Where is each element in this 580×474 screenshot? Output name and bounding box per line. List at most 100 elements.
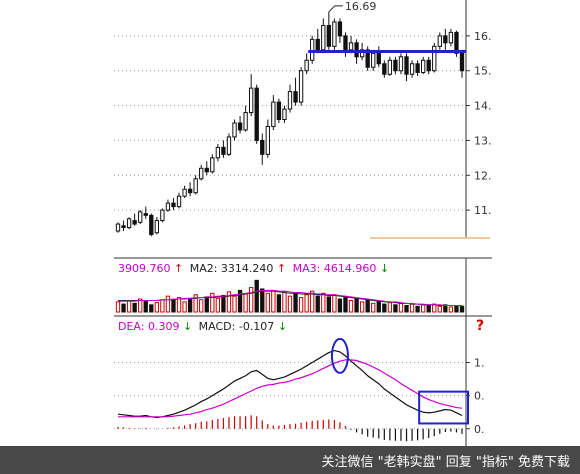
candle-down [459,52,465,72]
volume-bar [359,301,365,313]
volume-bar [398,302,404,313]
volume-bar [287,295,293,313]
volume-bar [237,289,243,313]
volume-bar [343,297,348,313]
candle-up [215,146,221,159]
volume-bar [271,289,276,313]
macd-grid [114,362,470,430]
volume-bar [293,292,298,313]
volume-bar [248,287,254,313]
macd-legend-dea-arrow: ↓ [183,320,192,333]
peak-annotation: 16.69 [328,0,377,13]
volume-bar [348,299,354,313]
macd-tick-label: 0. [474,423,485,436]
top-cross-highlight [330,337,349,374]
macd-legend: DEA: 0.309 ↓ MACD: -0.107 ↓ [118,320,287,333]
candle-up [304,59,309,72]
volume-bar [138,298,143,313]
volume-bar [337,298,343,313]
candle-up [265,125,270,155]
volume-bar [426,305,431,313]
volume-bar [443,304,448,313]
candle-up [138,211,143,223]
candle-up [437,35,442,47]
candle-up [126,218,132,229]
candle-down [204,167,209,173]
volume-bar [298,297,304,313]
volume-bar [365,299,370,313]
candle-up [176,195,182,208]
volume-legend: 3909.760 ↑ MA2: 3314.240 ↑ MA3: 4614.960… [118,262,389,275]
candle-down [343,35,348,51]
price-tick-label: 14. [474,100,492,113]
volume-bar [310,290,315,313]
candle-down [376,52,381,65]
candle-up [332,21,337,47]
volume-bar [221,294,226,313]
candles [115,11,465,237]
candle-down [354,42,359,58]
candle-up [348,42,354,51]
volume-bar [182,301,187,313]
volume-bar [232,295,237,313]
volume-bar [143,300,148,313]
candle-up [359,49,365,58]
candle-up [409,63,415,75]
candle-up [193,178,198,194]
volume-bar [459,305,465,313]
candle-up [387,59,393,75]
volume-bar [243,293,248,313]
volume-bar [315,295,320,313]
volume-bar [149,304,154,313]
price-tick-label: 13. [474,134,492,147]
volume-bar [260,288,265,313]
volume-bar [371,302,376,313]
peak-leader-line [328,5,343,13]
volume-bar [193,294,198,313]
volume-bar [154,302,160,313]
volume-bar [160,299,165,313]
volume-bar [176,297,182,313]
volume-legend-ma2-arrow: ↑ [277,262,286,275]
candle-up [199,167,204,180]
candle-up [310,38,315,61]
candle-down [221,146,226,155]
candle-up [248,87,254,114]
candle-down [237,122,243,131]
peak-price-label: 16.69 [345,0,377,13]
candle-down [315,38,320,51]
candle-up [432,45,437,72]
candle-down [149,214,154,236]
price-tick-label: 16. [474,30,492,43]
price-grid [114,35,470,211]
bottom-cross-highlight [418,390,469,425]
volume-bar [254,279,259,313]
candle-down [254,87,259,141]
volume-bar [354,298,359,313]
candle-down [382,63,387,75]
volume-bar [282,291,287,313]
macd-tick-label: 1. [474,357,485,370]
candle-down [143,213,148,216]
volume-legend-ma3-arrow: ↓ [380,262,389,275]
volume-bar [304,294,309,313]
candle-down [132,220,137,225]
candle-up [154,220,160,234]
candle-down [187,188,193,194]
volume-bar [132,302,137,313]
candle-down [454,31,459,54]
question-mark-icon[interactable]: ? [476,318,484,334]
candle-up [271,101,276,127]
volume-bar [387,302,393,313]
price-tick-label: 11. [474,204,492,217]
candle-up [243,112,248,131]
candle-down [326,24,332,47]
macd-legend-macd-arrow: ↓ [278,320,287,333]
candle-down [393,59,398,72]
volume-legend-ma3: MA3: 4614.960 [293,262,377,275]
candle-up [115,223,121,232]
volume-bar [171,299,176,313]
candle-down [121,225,126,229]
volume-bar [199,299,204,313]
